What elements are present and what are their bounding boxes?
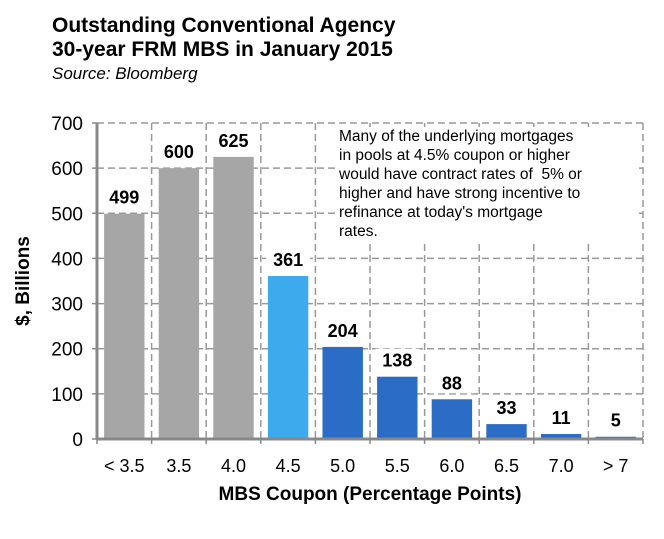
chart-title-line-1: Outstanding Conventional Agency <box>52 14 396 37</box>
data-label-background <box>266 248 311 271</box>
bar <box>267 276 309 439</box>
annotation-line: refinance at today's mortgage <box>339 204 543 221</box>
bar <box>377 376 418 439</box>
annotation-line: rates. <box>339 223 378 240</box>
data-label-background <box>484 396 529 419</box>
y-tick-label: 600 <box>51 159 83 180</box>
y-tick-label: 100 <box>51 385 83 406</box>
data-label-background <box>320 318 365 341</box>
data-label-background <box>211 128 256 151</box>
data-label-background <box>375 348 420 371</box>
data-label: 600 <box>164 142 194 162</box>
data-label: 204 <box>328 321 358 341</box>
data-label: 88 <box>442 373 462 393</box>
y-tick-label: 200 <box>51 340 83 361</box>
x-axis-label: MBS Coupon (Percentage Points) <box>218 484 522 505</box>
bar <box>213 156 254 439</box>
y-tick-label: 500 <box>51 204 83 225</box>
bar <box>104 213 145 439</box>
data-label-background <box>102 185 147 208</box>
data-label-background <box>539 406 584 429</box>
x-tick-label: > 7 <box>603 456 629 476</box>
chart-title: Outstanding Conventional Agency 30-year … <box>52 14 395 62</box>
y-tick-label: 700 <box>51 114 83 135</box>
annotation-box: Many of the underlying mortgages in pool… <box>339 127 639 241</box>
data-label: 11 <box>552 408 571 428</box>
x-tick-label: 3.5 <box>166 456 191 476</box>
data-label: 625 <box>218 131 248 151</box>
y-tick-label: 300 <box>51 295 83 316</box>
data-label-background <box>593 408 638 431</box>
chart-subtitle: Source: Bloomberg <box>52 64 198 83</box>
x-tick-label: 5.0 <box>330 456 355 476</box>
bar <box>486 424 527 439</box>
data-label: 138 <box>382 351 412 371</box>
data-label-background <box>429 371 474 394</box>
annotation-line: would have contract rates of 5% or <box>339 166 582 183</box>
annotation-line: higher and have strong incentive to <box>339 185 581 202</box>
x-tick-label: 4.0 <box>221 456 246 476</box>
data-label-background <box>156 140 201 163</box>
annotation-line: Many of the underlying mortgages <box>339 128 574 145</box>
data-label: 33 <box>496 398 516 418</box>
y-tick-label: 0 <box>72 430 83 451</box>
x-tick-label: 5.5 <box>385 456 410 476</box>
x-tick-label: 4.5 <box>276 456 301 476</box>
y-axis-label: $, Billions <box>13 236 34 326</box>
x-tick-label: 6.5 <box>494 456 519 476</box>
data-label: 5 <box>611 411 621 431</box>
data-label: 361 <box>273 250 303 270</box>
y-tick-label: 400 <box>51 249 83 270</box>
bar <box>431 399 473 439</box>
x-tick-label: < 3.5 <box>104 456 145 476</box>
data-label: 499 <box>109 188 139 208</box>
x-tick-label: 6.0 <box>439 456 464 476</box>
x-tick-label: 7.0 <box>549 456 574 476</box>
bar <box>540 434 582 439</box>
bar <box>158 168 200 439</box>
annotation-line: in pools at 4.5% coupon or higher <box>339 147 570 164</box>
bar <box>322 346 363 439</box>
chart-title-line-2: 30-year FRM MBS in January 2015 <box>52 38 393 61</box>
